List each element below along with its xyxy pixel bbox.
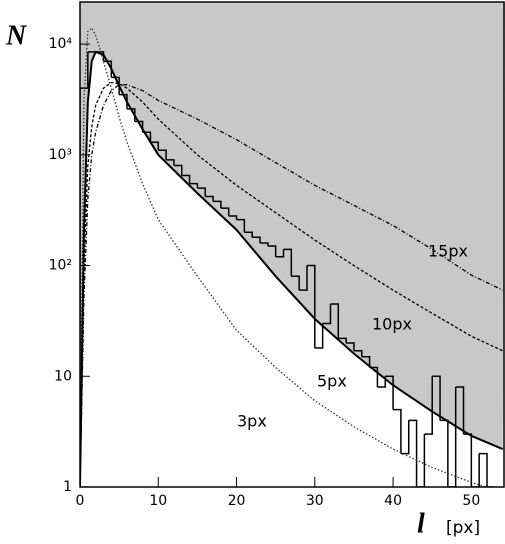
histogram-bin bbox=[291, 275, 300, 291]
histogram-bin bbox=[447, 387, 457, 487]
histogram-bin bbox=[260, 242, 269, 247]
histogram-bin bbox=[213, 200, 222, 209]
x-tick-label: 10 bbox=[149, 493, 167, 509]
histogram-bin bbox=[338, 337, 347, 343]
y-tick-label: 10³ bbox=[49, 147, 72, 163]
curve bbox=[80, 26, 489, 487]
histogram-bin bbox=[181, 174, 191, 184]
histogram-bin bbox=[455, 386, 465, 435]
histogram-bin bbox=[166, 159, 175, 166]
histogram-bin bbox=[416, 434, 426, 487]
curve-label: 15px bbox=[428, 242, 468, 261]
x-tick-label: 20 bbox=[228, 493, 246, 509]
histogram-bin bbox=[173, 164, 183, 176]
histogram-bin bbox=[361, 356, 371, 368]
frame bbox=[79, 1, 505, 488]
histogram-bin bbox=[228, 215, 238, 220]
histogram-bin bbox=[346, 342, 355, 351]
x-tick-label: 30 bbox=[306, 493, 324, 509]
histogram-bin bbox=[205, 195, 214, 202]
histogram-bin bbox=[471, 453, 480, 487]
curve-label: 5px bbox=[317, 372, 347, 391]
x-tick-label: 50 bbox=[462, 493, 480, 509]
histogram-bin bbox=[275, 249, 285, 258]
curve bbox=[80, 84, 503, 487]
y-axis-label: N bbox=[5, 20, 28, 51]
y-tick-label: 10² bbox=[49, 258, 72, 274]
histogram-bin bbox=[440, 419, 449, 487]
curve-label: 10px bbox=[372, 315, 412, 334]
curve-label: 3px bbox=[237, 412, 267, 431]
histogram-bin bbox=[80, 51, 89, 487]
y-tick-label: 10 bbox=[54, 368, 72, 384]
histogram-bin bbox=[119, 93, 128, 109]
histogram-bin bbox=[479, 452, 488, 487]
histogram-bin bbox=[322, 303, 332, 325]
histogram-bin bbox=[306, 264, 316, 349]
histogram-bin bbox=[220, 207, 230, 217]
histogram-bin bbox=[400, 420, 410, 455]
histogram-bin bbox=[197, 187, 206, 197]
histogram-bin bbox=[314, 323, 324, 349]
y-tick-label: 1 bbox=[63, 479, 72, 495]
x-tick-label: 40 bbox=[384, 493, 402, 509]
histogram-bin bbox=[267, 245, 277, 257]
histogram-bin bbox=[252, 236, 261, 243]
curve bbox=[80, 81, 503, 487]
histogram-bin bbox=[393, 408, 402, 454]
x-axis-unit: [px] bbox=[446, 518, 480, 538]
histogram-bin bbox=[283, 248, 293, 277]
histogram-bin bbox=[463, 433, 473, 487]
histogram-bin bbox=[111, 76, 120, 95]
histogram-bin bbox=[408, 419, 418, 487]
curve bbox=[80, 50, 504, 487]
histogram-bin bbox=[353, 350, 363, 357]
x-axis-label: l bbox=[417, 508, 425, 539]
histogram-bin bbox=[299, 265, 308, 291]
histogram-bin bbox=[158, 149, 167, 160]
histogram-bin bbox=[385, 375, 394, 410]
histogram-bin bbox=[236, 218, 246, 233]
y-tick-label: 10⁴ bbox=[49, 36, 73, 52]
histogram-bin bbox=[432, 375, 441, 421]
histogram-bin bbox=[244, 231, 253, 238]
histogram-bin bbox=[330, 303, 340, 339]
histogram-bin bbox=[189, 182, 199, 189]
histogram-bin bbox=[424, 376, 433, 435]
shade bbox=[80, 2, 505, 487]
plot-area bbox=[80, 2, 505, 487]
histogram-bin bbox=[150, 141, 160, 151]
x-tick-label: 0 bbox=[76, 493, 85, 509]
